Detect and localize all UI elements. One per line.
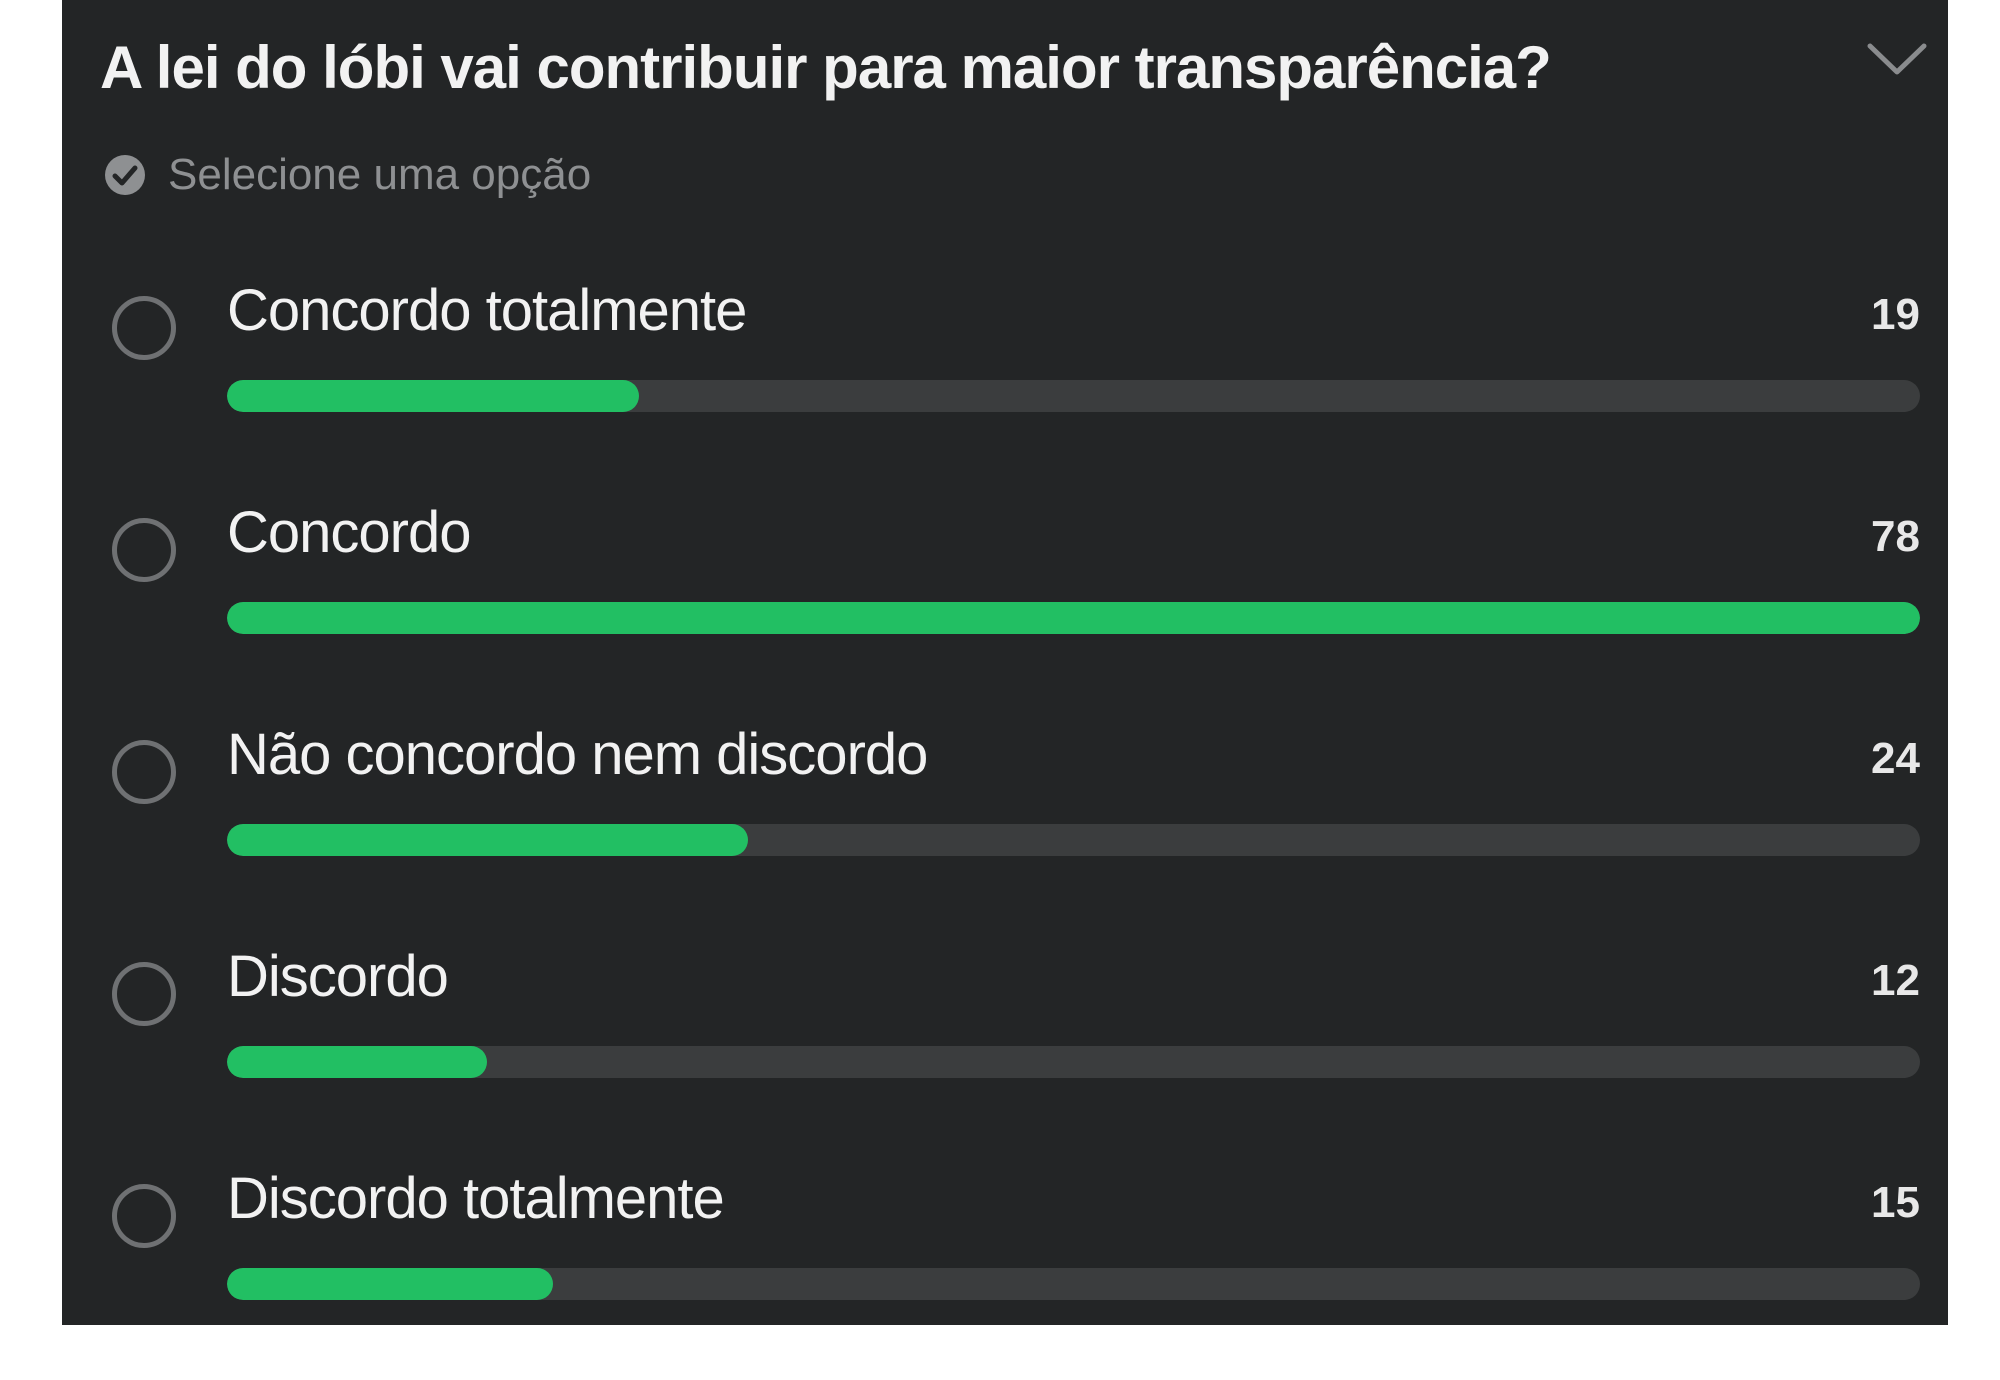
progress-track — [227, 1268, 1920, 1300]
option-label: Concordo — [227, 500, 471, 565]
poll-hint: Selecione uma opção — [104, 148, 591, 202]
vote-count: 19 — [1871, 290, 1920, 339]
radio-empty-icon[interactable] — [112, 1184, 176, 1248]
poll-option[interactable]: Concordo 78 — [62, 492, 1948, 714]
poll-option[interactable]: Discordo 12 — [62, 936, 1948, 1158]
option-label: Não concordo nem discordo — [227, 722, 928, 787]
progress-track — [227, 380, 1920, 412]
option-label: Concordo totalmente — [227, 278, 747, 343]
vote-count: 12 — [1871, 956, 1920, 1005]
progress-fill — [227, 824, 748, 856]
chevron-down-icon[interactable] — [1866, 40, 1928, 80]
hint-text: Selecione uma opção — [168, 150, 592, 199]
progress-fill — [227, 1046, 488, 1078]
poll-card: A lei do lóbi vai contribuir para maior … — [62, 0, 1948, 1325]
progress-track — [227, 1046, 1920, 1078]
radio-empty-icon[interactable] — [112, 518, 176, 582]
option-label: Discordo — [227, 944, 449, 1009]
poll-option[interactable]: Não concordo nem discordo 24 — [62, 714, 1948, 936]
option-label: Discordo totalmente — [227, 1166, 725, 1231]
progress-track — [227, 824, 1920, 856]
progress-fill — [227, 602, 1920, 634]
vote-count: 78 — [1871, 512, 1920, 561]
poll-header: A lei do lóbi vai contribuir para maior … — [100, 28, 1928, 118]
vote-count: 24 — [1871, 734, 1920, 783]
poll-title: A lei do lóbi vai contribuir para maior … — [100, 34, 1552, 101]
progress-fill — [227, 1268, 553, 1300]
check-circle-icon — [105, 155, 145, 195]
radio-empty-icon[interactable] — [112, 962, 176, 1026]
poll-options: Concordo totalmente 19 Concordo 78 Não c… — [62, 270, 1948, 1380]
poll-option[interactable]: Concordo totalmente 19 — [62, 270, 1948, 492]
progress-fill — [227, 380, 640, 412]
radio-empty-icon[interactable] — [112, 296, 176, 360]
vote-count: 15 — [1871, 1178, 1920, 1227]
progress-track — [227, 602, 1920, 634]
poll-option[interactable]: Discordo totalmente 15 — [62, 1158, 1948, 1380]
radio-empty-icon[interactable] — [112, 740, 176, 804]
